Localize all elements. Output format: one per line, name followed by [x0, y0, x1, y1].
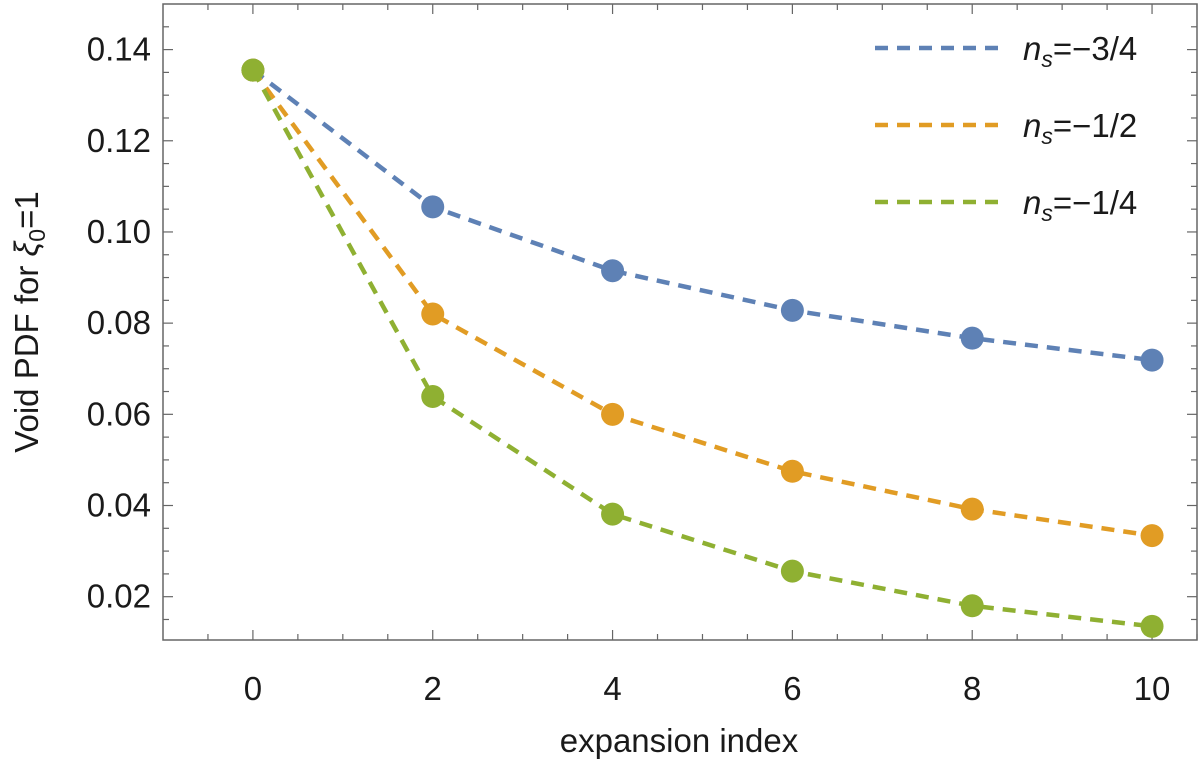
- data-point: [1140, 348, 1164, 372]
- data-point: [960, 497, 984, 521]
- x-tick-label: 8: [963, 670, 981, 707]
- x-tick-label: 4: [603, 670, 621, 707]
- y-tick-label: 0.10: [87, 213, 151, 250]
- y-tick-label: 0.02: [87, 578, 151, 615]
- data-point: [960, 326, 984, 350]
- x-tick-label: 2: [424, 670, 442, 707]
- plot-frame: [162, 3, 1198, 641]
- data-point: [780, 459, 804, 483]
- legend-item: ns=−1/2: [875, 107, 1137, 149]
- legend-label: ns=−1/2: [1023, 107, 1137, 149]
- series-line: [250, 69, 1153, 629]
- x-axis: 0 2 4 6 8 10: [207, 4, 1198, 707]
- series-3: [241, 58, 1164, 638]
- x-axis-title: expansion index: [560, 722, 799, 759]
- legend-label: ns=−1/4: [1023, 184, 1137, 226]
- legend-item: ns=−1/4: [875, 184, 1137, 226]
- y-axis-title-suffix: =1: [8, 191, 45, 229]
- y-axis-title-subscript: 0: [24, 229, 50, 242]
- y-tick-label: 0.08: [87, 304, 151, 341]
- legend-label: ns=−3/4: [1023, 30, 1137, 72]
- data-point: [601, 402, 625, 426]
- data-point: [780, 559, 804, 583]
- y-tick-label: 0.14: [87, 31, 151, 68]
- y-axis-title: Void PDF for ξ0=1: [8, 191, 50, 452]
- series-line: [251, 68, 1153, 363]
- y-axis-title-prefix: Void PDF for: [8, 256, 45, 452]
- data-point: [601, 259, 625, 283]
- data-point: [421, 385, 445, 409]
- y-axis: 0.02 0.04 0.06 0.08 0.10 0.12 0.14: [87, 26, 1197, 621]
- series-layer: [241, 58, 1164, 638]
- y-tick-label: 0.12: [87, 122, 151, 159]
- plot-border: [162, 3, 1198, 641]
- legend: ns=−3/4 ns=−1/2 ns=−1/4: [875, 30, 1137, 226]
- x-tick-label: 0: [244, 670, 262, 707]
- y-tick-label: 0.06: [87, 395, 151, 432]
- legend-item: ns=−3/4: [875, 30, 1137, 72]
- data-point: [960, 594, 984, 618]
- y-axis-title-symbol: ξ: [8, 240, 45, 256]
- data-point: [1140, 614, 1164, 638]
- data-point: [421, 302, 445, 326]
- y-tick-label: 0.04: [87, 487, 151, 524]
- data-point: [1140, 524, 1164, 548]
- x-tick-label: 6: [783, 670, 801, 707]
- series-line: [251, 68, 1153, 538]
- x-tick-label: 10: [1134, 670, 1171, 707]
- data-point: [601, 502, 625, 526]
- data-point: [780, 298, 804, 322]
- data-point: [421, 195, 445, 219]
- data-point: [241, 58, 265, 82]
